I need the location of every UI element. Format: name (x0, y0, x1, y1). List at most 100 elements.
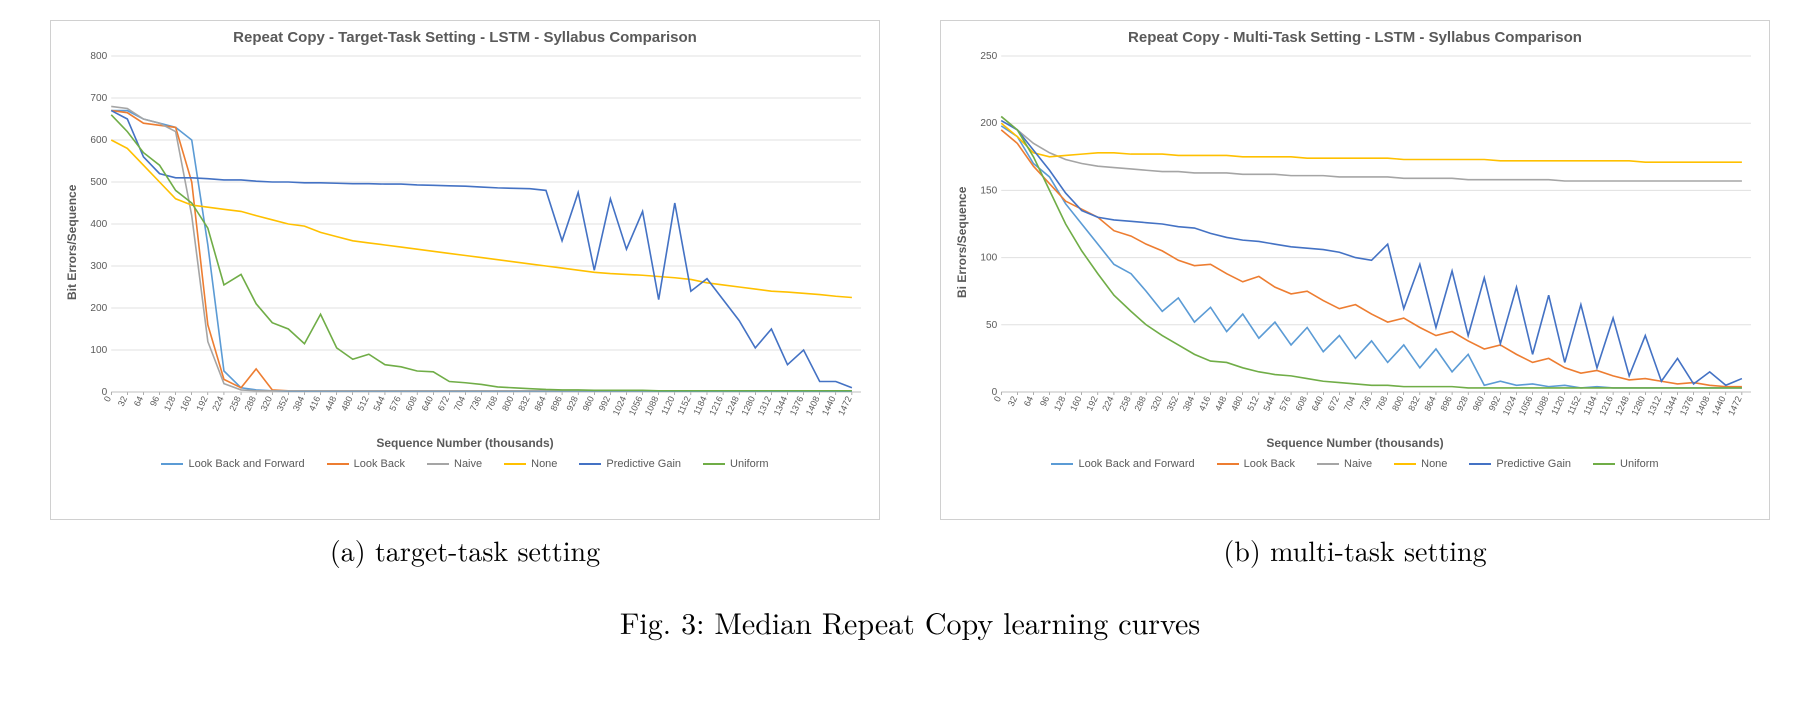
svg-text:320: 320 (1149, 395, 1164, 413)
svg-text:32: 32 (1006, 395, 1019, 408)
svg-text:512: 512 (1245, 395, 1260, 413)
svg-text:1344: 1344 (1662, 395, 1680, 417)
y-axis-label: Bi Errors/Sequence (953, 52, 971, 432)
series-look_back_forward (1001, 126, 1742, 388)
svg-text:1408: 1408 (1694, 395, 1712, 417)
svg-text:1376: 1376 (1678, 395, 1696, 417)
legend-item-naive: Naive (427, 458, 482, 470)
svg-text:544: 544 (371, 395, 386, 413)
legend-swatch-icon (1394, 463, 1416, 465)
svg-text:864: 864 (532, 395, 547, 413)
legend-item-look_back_forward: Look Back and Forward (1051, 458, 1194, 470)
series-predictive_gain (111, 111, 852, 388)
series-naive (1001, 116, 1742, 181)
svg-text:32: 32 (116, 395, 129, 408)
legend-label: Predictive Gain (606, 458, 681, 470)
svg-text:1152: 1152 (1565, 395, 1582, 417)
svg-text:1248: 1248 (1613, 395, 1631, 417)
svg-text:1088: 1088 (643, 395, 661, 417)
svg-text:800: 800 (90, 52, 107, 62)
svg-text:0: 0 (102, 395, 113, 404)
svg-text:1376: 1376 (788, 395, 806, 417)
charts-row: Repeat Copy - Target-Task Setting - LSTM… (50, 20, 1770, 570)
svg-text:500: 500 (90, 177, 107, 188)
svg-text:200: 200 (980, 118, 997, 129)
chart-title: Repeat Copy - Target-Task Setting - LSTM… (63, 29, 867, 46)
svg-text:768: 768 (1374, 395, 1389, 413)
svg-text:224: 224 (210, 395, 225, 413)
svg-text:1472: 1472 (1726, 395, 1744, 417)
legend-swatch-icon (427, 463, 449, 465)
svg-text:300: 300 (90, 261, 107, 272)
figure-container: Repeat Copy - Target-Task Setting - LSTM… (20, 20, 1800, 643)
legend-item-predictive_gain: Predictive Gain (1469, 458, 1571, 470)
legend-label: Look Back (354, 458, 405, 470)
svg-text:640: 640 (1310, 395, 1325, 413)
plot-wrap: Bit Errors/Sequence010020030040050060070… (63, 52, 867, 432)
svg-text:864: 864 (1422, 395, 1437, 413)
legend-label: None (1421, 458, 1447, 470)
legend-item-look_back: Look Back (1217, 458, 1295, 470)
svg-text:250: 250 (980, 52, 997, 62)
svg-text:576: 576 (1277, 395, 1292, 413)
legend-swatch-icon (1317, 463, 1339, 465)
svg-text:224: 224 (1100, 395, 1115, 413)
svg-text:1440: 1440 (1710, 395, 1728, 417)
legend-label: Naive (454, 458, 482, 470)
chart-panel-multi: Repeat Copy - Multi-Task Setting - LSTM … (940, 20, 1770, 570)
svg-text:704: 704 (1342, 395, 1357, 413)
legend-swatch-icon (703, 463, 725, 465)
svg-text:400: 400 (90, 219, 107, 230)
svg-text:928: 928 (1455, 395, 1470, 413)
legend-label: Look Back (1244, 458, 1295, 470)
figure-caption: Fig. 3: Median Repeat Copy learning curv… (620, 600, 1200, 643)
legend-swatch-icon (1469, 463, 1491, 465)
svg-text:992: 992 (597, 395, 612, 413)
svg-text:608: 608 (1293, 395, 1308, 413)
legend-item-naive: Naive (1317, 458, 1372, 470)
svg-text:1472: 1472 (836, 395, 854, 417)
svg-text:288: 288 (1132, 395, 1147, 413)
legend-item-none: None (504, 458, 557, 470)
svg-text:96: 96 (148, 395, 161, 408)
svg-text:600: 600 (90, 135, 107, 146)
svg-text:1248: 1248 (723, 395, 741, 417)
svg-text:480: 480 (1229, 395, 1244, 413)
svg-text:1120: 1120 (1549, 395, 1566, 417)
series-look_back (1001, 130, 1742, 387)
x-axis-label: Sequence Number (thousands) (63, 436, 867, 450)
series-none (1001, 123, 1742, 162)
svg-text:672: 672 (436, 395, 451, 413)
svg-text:1024: 1024 (611, 395, 629, 417)
legend-item-none: None (1394, 458, 1447, 470)
chart-box: Repeat Copy - Target-Task Setting - LSTM… (50, 20, 880, 520)
legend-swatch-icon (1051, 463, 1073, 465)
svg-text:1056: 1056 (627, 395, 645, 417)
svg-text:100: 100 (980, 253, 997, 264)
svg-text:960: 960 (581, 395, 596, 413)
legend-swatch-icon (1217, 463, 1239, 465)
legend-swatch-icon (1593, 463, 1615, 465)
legend-item-look_back: Look Back (327, 458, 405, 470)
legend-swatch-icon (327, 463, 349, 465)
svg-text:704: 704 (452, 395, 467, 413)
svg-text:736: 736 (1358, 395, 1373, 413)
series-look_back_forward (111, 111, 852, 392)
series-none (111, 140, 852, 298)
legend-item-uniform: Uniform (703, 458, 769, 470)
svg-text:1216: 1216 (1597, 395, 1615, 417)
svg-text:576: 576 (387, 395, 402, 413)
svg-text:100: 100 (90, 345, 107, 356)
svg-text:1408: 1408 (804, 395, 822, 417)
svg-text:928: 928 (565, 395, 580, 413)
legend: Look Back and ForwardLook BackNaiveNoneP… (63, 458, 867, 470)
svg-text:1120: 1120 (659, 395, 676, 417)
legend-swatch-icon (161, 463, 183, 465)
svg-text:96: 96 (1038, 395, 1051, 408)
svg-text:384: 384 (291, 395, 306, 413)
svg-text:416: 416 (1197, 395, 1212, 413)
svg-text:800: 800 (500, 395, 515, 413)
svg-text:960: 960 (1471, 395, 1486, 413)
svg-text:128: 128 (162, 395, 177, 413)
svg-text:896: 896 (548, 395, 563, 413)
